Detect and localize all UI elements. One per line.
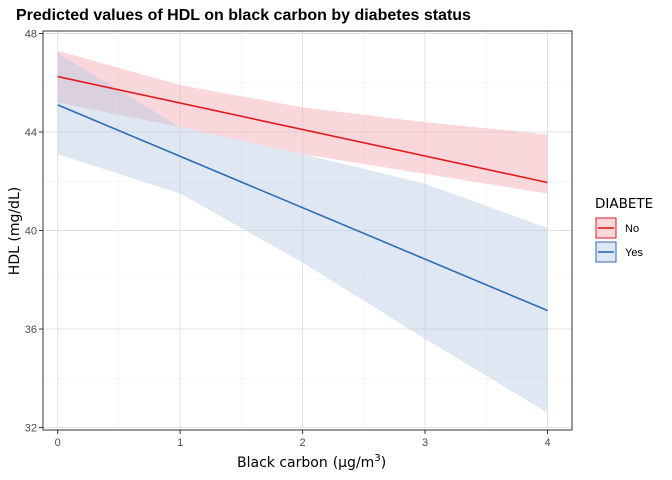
x-tick-label: 1 [177,437,183,449]
x-tick-label: 2 [300,437,306,449]
series-line-yes [57,104,548,312]
x-axis-unit: (μg/m [333,455,375,471]
legend-label-yes: Yes [625,247,643,259]
x-tick-label: 0 [55,437,61,449]
y-axis-ticks: 32 36 40 44 48 [25,28,43,435]
y-tick-label: 32 [25,423,37,435]
x-axis-ticks: 0 1 2 3 4 [55,430,551,449]
y-tick-label: 40 [25,226,37,238]
legend-title: DIABETE [595,196,653,212]
chart-title: Predicted values of HDL on black carbon … [16,7,471,24]
y-tick-label: 44 [25,127,37,139]
x-axis-unit-exponent: 3 [374,453,380,464]
x-axis-title-text: Black carbon [237,455,328,471]
series-lines [57,75,548,312]
confidence-bands [57,50,548,413]
grid-minor [43,31,572,430]
series-line-no [57,75,548,184]
legend-label-no: No [625,223,639,235]
confidence-band-yes [57,53,548,413]
legend: DIABETE No Yes [595,196,653,263]
y-tick-label: 48 [25,28,37,40]
confidence-band-no [57,50,548,194]
y-tick-label: 36 [25,324,37,336]
grid-major [43,31,572,430]
x-tick-label: 3 [422,437,428,449]
x-axis-title: Black carbon (μg/m3) [237,453,386,471]
x-axis-unit-close: ) [381,455,386,471]
y-axis-title: HDL (mg/dL) [7,187,23,275]
x-tick-label: 4 [544,437,550,449]
